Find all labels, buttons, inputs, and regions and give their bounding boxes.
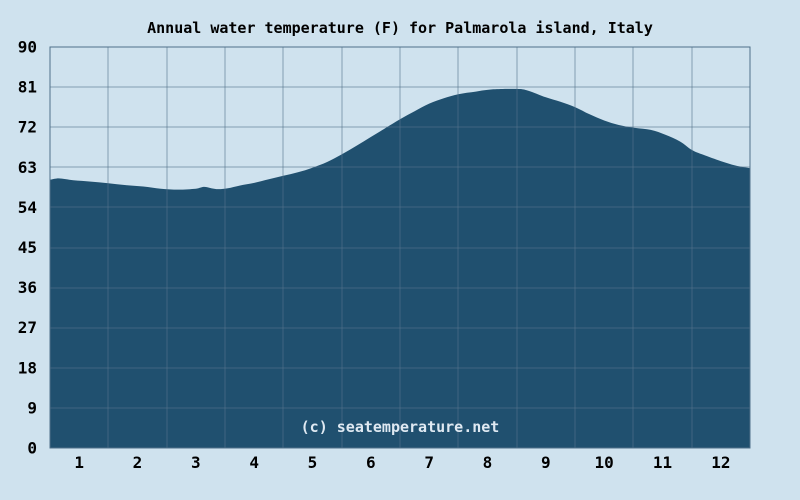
x-tick-label: 12 <box>711 453 730 472</box>
x-tick-label: 8 <box>483 453 493 472</box>
x-tick-label: 5 <box>308 453 318 472</box>
y-tick-label: 27 <box>18 318 37 337</box>
y-tick-label: 63 <box>18 158 37 177</box>
chart-title: Annual water temperature (F) for Palmaro… <box>147 19 653 37</box>
y-tick-label: 90 <box>18 38 37 57</box>
y-tick-label: 9 <box>27 398 37 417</box>
y-tick-label: 0 <box>27 439 37 458</box>
x-tick-label: 9 <box>541 453 551 472</box>
x-tick-label: 2 <box>133 453 143 472</box>
y-tick-label: 36 <box>18 278 37 297</box>
x-tick-label: 3 <box>191 453 201 472</box>
x-tick-label: 7 <box>424 453 434 472</box>
x-tick-label: 1 <box>74 453 84 472</box>
x-tick-label: 4 <box>249 453 259 472</box>
y-tick-label: 54 <box>18 198 37 217</box>
y-tick-label: 45 <box>18 238 37 257</box>
y-tick-label: 18 <box>18 358 37 377</box>
x-tick-label: 6 <box>366 453 376 472</box>
x-tick-label: 11 <box>653 453 672 472</box>
y-tick-label: 72 <box>18 118 37 137</box>
y-tick-label: 81 <box>18 78 37 97</box>
plot-border <box>49 46 751 449</box>
x-tick-label: 10 <box>595 453 614 472</box>
